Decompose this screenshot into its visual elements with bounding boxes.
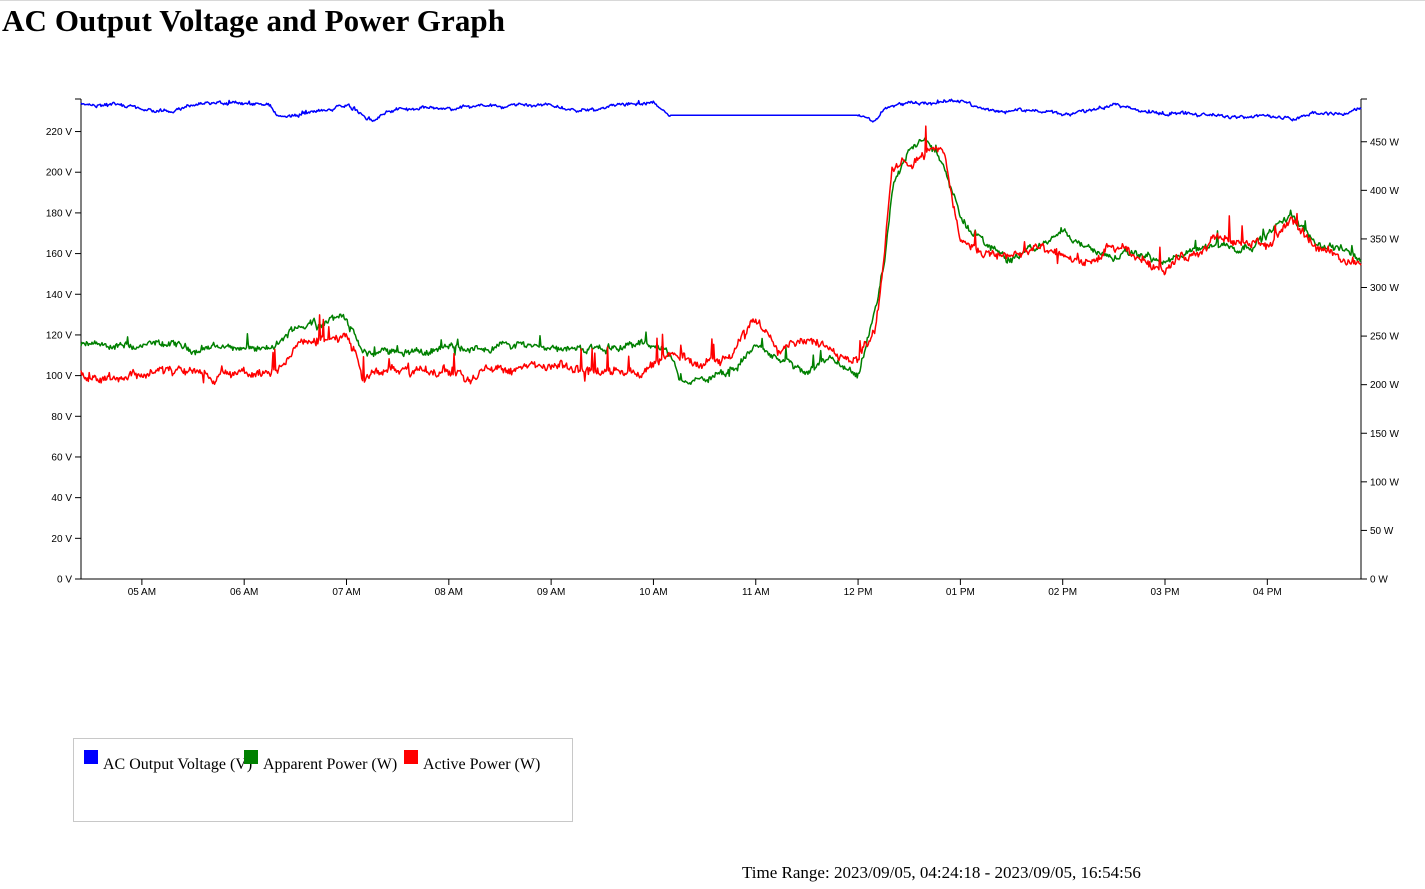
left-axis-tick-label: 20 V [51, 534, 72, 545]
time-range-label: Time Range: [742, 863, 830, 882]
legend-swatch-active-power [404, 750, 418, 764]
right-axis-tick-label: 400 W [1370, 186, 1399, 197]
left-axis-tick-label: 160 V [46, 249, 72, 260]
left-axis-tick-label: 60 V [51, 452, 72, 463]
legend-label-active-power: Active Power (W) [423, 756, 541, 773]
legend-label-voltage: AC Output Voltage (V) [103, 756, 253, 773]
legend-swatch-apparent-power [244, 750, 258, 764]
right-axis-tick-label: 150 W [1370, 429, 1399, 440]
x-axis-tick-label: 05 AM [128, 587, 156, 598]
left-axis-tick-label: 40 V [51, 493, 72, 504]
left-axis-tick-label: 0 V [57, 575, 72, 586]
x-axis-tick-label: 07 AM [332, 587, 360, 598]
chart-axes: 0 V 20 V 40 V 60 V 80 V 100 V 120 V 140 V 160 V 1… [46, 98, 1399, 598]
legend-item-active-power: Active Power (W) [404, 750, 540, 774]
legend-swatch-voltage [84, 750, 98, 764]
left-axis-tick-label: 140 V [46, 290, 72, 301]
right-axis-tick-label: 350 W [1370, 234, 1399, 245]
time-range: Time Range: 2023/09/05, 04:24:18 - 2023/… [742, 863, 1141, 883]
right-axis-tick-label: 450 W [1370, 137, 1399, 148]
x-axis-tick-label: 12 PM [844, 587, 873, 598]
active-power-line [80, 125, 1362, 386]
chart: 0 V 20 V 40 V 60 V 80 V 100 V 120 V 140 V 160 V 1… [46, 98, 1399, 598]
x-axis-tick-label: 02 PM [1048, 587, 1077, 598]
right-axis-tick-label: 50 W [1370, 526, 1394, 537]
x-axis-tick-label: 01 PM [946, 587, 975, 598]
page-title: AC Output Voltage and Power Graph [2, 3, 506, 38]
chart-series [80, 98, 1362, 386]
time-range-value: 2023/09/05, 04:24:18 - 2023/09/05, 16:54… [833, 863, 1141, 882]
right-axis-tick-label: 300 W [1370, 283, 1399, 294]
right-axis-tick-label: 200 W [1370, 380, 1399, 391]
x-axis-tick-label: 09 AM [537, 587, 565, 598]
left-axis-tick-label: 80 V [51, 412, 72, 423]
left-axis-tick-label: 220 V [46, 127, 72, 138]
x-axis-tick-label: 08 AM [435, 587, 463, 598]
x-axis-tick-label: 04 PM [1253, 587, 1282, 598]
legend-label-apparent-power: Apparent Power (W) [263, 756, 398, 773]
legend: AC Output Voltage (V) Apparent Power (W)… [73, 738, 573, 822]
apparent-power-line [80, 137, 1362, 385]
left-axis-tick-label: 120 V [46, 330, 72, 341]
legend-item-voltage: AC Output Voltage (V) [84, 750, 252, 774]
right-axis-tick-label: 250 W [1370, 332, 1399, 343]
left-axis-tick-label: 180 V [46, 208, 72, 219]
x-axis-tick-label: 06 AM [230, 587, 258, 598]
x-axis-tick-label: 03 PM [1151, 587, 1180, 598]
voltage-line [80, 98, 1362, 123]
top-rule [0, 0, 1425, 1]
left-axis-tick-label: 200 V [46, 168, 72, 179]
legend-item-apparent-power: Apparent Power (W) [244, 750, 397, 774]
x-axis-tick-label: 10 AM [639, 587, 667, 598]
x-axis-tick-label: 11 AM [742, 587, 770, 598]
right-axis-tick-label: 100 W [1370, 477, 1399, 488]
left-axis-tick-label: 100 V [46, 371, 72, 382]
right-axis-tick-label: 0 W [1370, 575, 1388, 586]
